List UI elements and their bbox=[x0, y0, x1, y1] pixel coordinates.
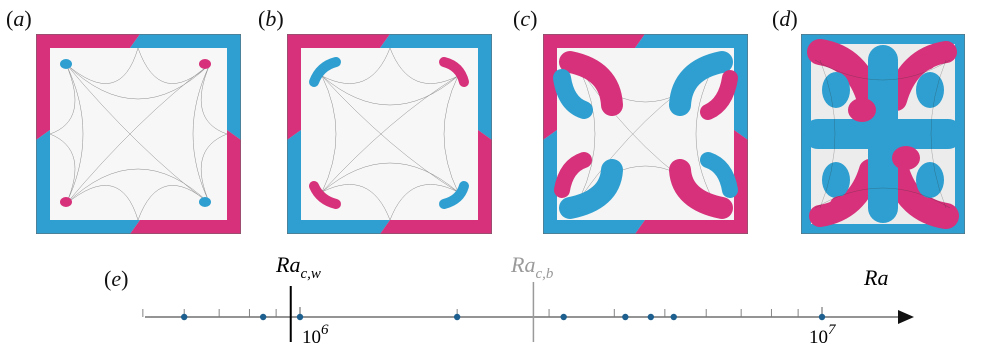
critical-wall-label: Rac,w bbox=[275, 252, 321, 282]
data-point-1 bbox=[180, 313, 188, 321]
tick-label-1e6: 106 bbox=[302, 322, 329, 348]
panel-label-e: (e) bbox=[104, 266, 129, 291]
data-point-7 bbox=[647, 313, 655, 321]
data-point-4 bbox=[453, 313, 461, 321]
panel-label-a: (a) bbox=[6, 6, 32, 31]
data-point-3 bbox=[296, 313, 304, 321]
panel-d-image bbox=[801, 34, 965, 234]
minor-ticks bbox=[142, 307, 823, 317]
critical-bulk-label: Rac,b bbox=[510, 252, 554, 282]
data-point-8 bbox=[670, 313, 677, 321]
data-point-5 bbox=[560, 313, 567, 321]
panel-label-b: (b) bbox=[258, 6, 284, 31]
panel-b-image bbox=[287, 34, 492, 234]
data-point-6 bbox=[622, 313, 629, 321]
data-points bbox=[180, 313, 826, 321]
data-point-2 bbox=[259, 313, 267, 321]
axis-arrowhead bbox=[898, 310, 914, 324]
data-point-9 bbox=[818, 313, 826, 321]
panel-a-image bbox=[36, 34, 241, 234]
axis-label: Ra bbox=[863, 265, 888, 290]
panel-label-c: (c) bbox=[513, 6, 538, 31]
ra-axis: Rac,w Rac,b Ra 106 107 bbox=[142, 252, 914, 348]
panel-c-image bbox=[543, 34, 748, 234]
panel-label-d: (d) bbox=[772, 6, 798, 31]
tick-label-1e7: 107 bbox=[809, 322, 837, 348]
